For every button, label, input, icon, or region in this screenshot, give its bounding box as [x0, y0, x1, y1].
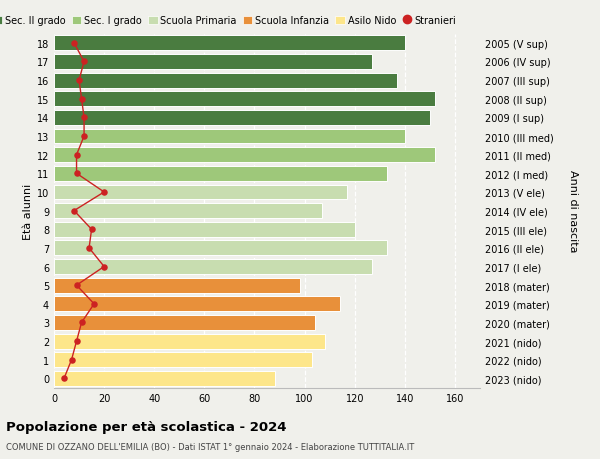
Bar — [54, 167, 387, 181]
Bar — [54, 334, 325, 349]
Bar — [54, 222, 355, 237]
Point — [79, 59, 89, 66]
Point — [72, 282, 82, 289]
Point — [77, 319, 86, 326]
Text: Popolazione per età scolastica - 2024: Popolazione per età scolastica - 2024 — [6, 420, 287, 433]
Point — [79, 114, 89, 122]
Point — [84, 245, 94, 252]
Bar — [54, 259, 372, 274]
Point — [100, 263, 109, 271]
Bar — [54, 315, 314, 330]
Bar — [54, 55, 372, 70]
Point — [89, 301, 99, 308]
Bar — [54, 353, 312, 367]
Point — [100, 189, 109, 196]
Legend: Sec. II grado, Sec. I grado, Scuola Primaria, Scuola Infanzia, Asilo Nido, Stran: Sec. II grado, Sec. I grado, Scuola Prim… — [0, 16, 457, 26]
Bar — [54, 204, 322, 218]
Point — [69, 207, 79, 215]
Point — [72, 338, 82, 345]
Bar — [54, 241, 387, 256]
Point — [69, 40, 79, 47]
Bar — [54, 278, 299, 293]
Point — [77, 96, 86, 103]
Bar — [54, 371, 275, 386]
Point — [59, 375, 69, 382]
Bar — [54, 129, 405, 144]
Point — [87, 226, 97, 234]
Bar — [54, 185, 347, 200]
Bar — [54, 92, 435, 107]
Bar — [54, 73, 397, 89]
Point — [74, 77, 84, 84]
Point — [67, 356, 76, 364]
Bar — [54, 111, 430, 126]
Bar — [54, 297, 340, 312]
Y-axis label: Età alunni: Età alunni — [23, 183, 32, 239]
Bar — [54, 36, 405, 51]
Text: COMUNE DI OZZANO DELL'EMILIA (BO) - Dati ISTAT 1° gennaio 2024 - Elaborazione TU: COMUNE DI OZZANO DELL'EMILIA (BO) - Dati… — [6, 442, 414, 451]
Bar — [54, 148, 435, 163]
Point — [79, 133, 89, 140]
Y-axis label: Anni di nascita: Anni di nascita — [568, 170, 577, 252]
Point — [72, 170, 82, 178]
Point — [72, 151, 82, 159]
